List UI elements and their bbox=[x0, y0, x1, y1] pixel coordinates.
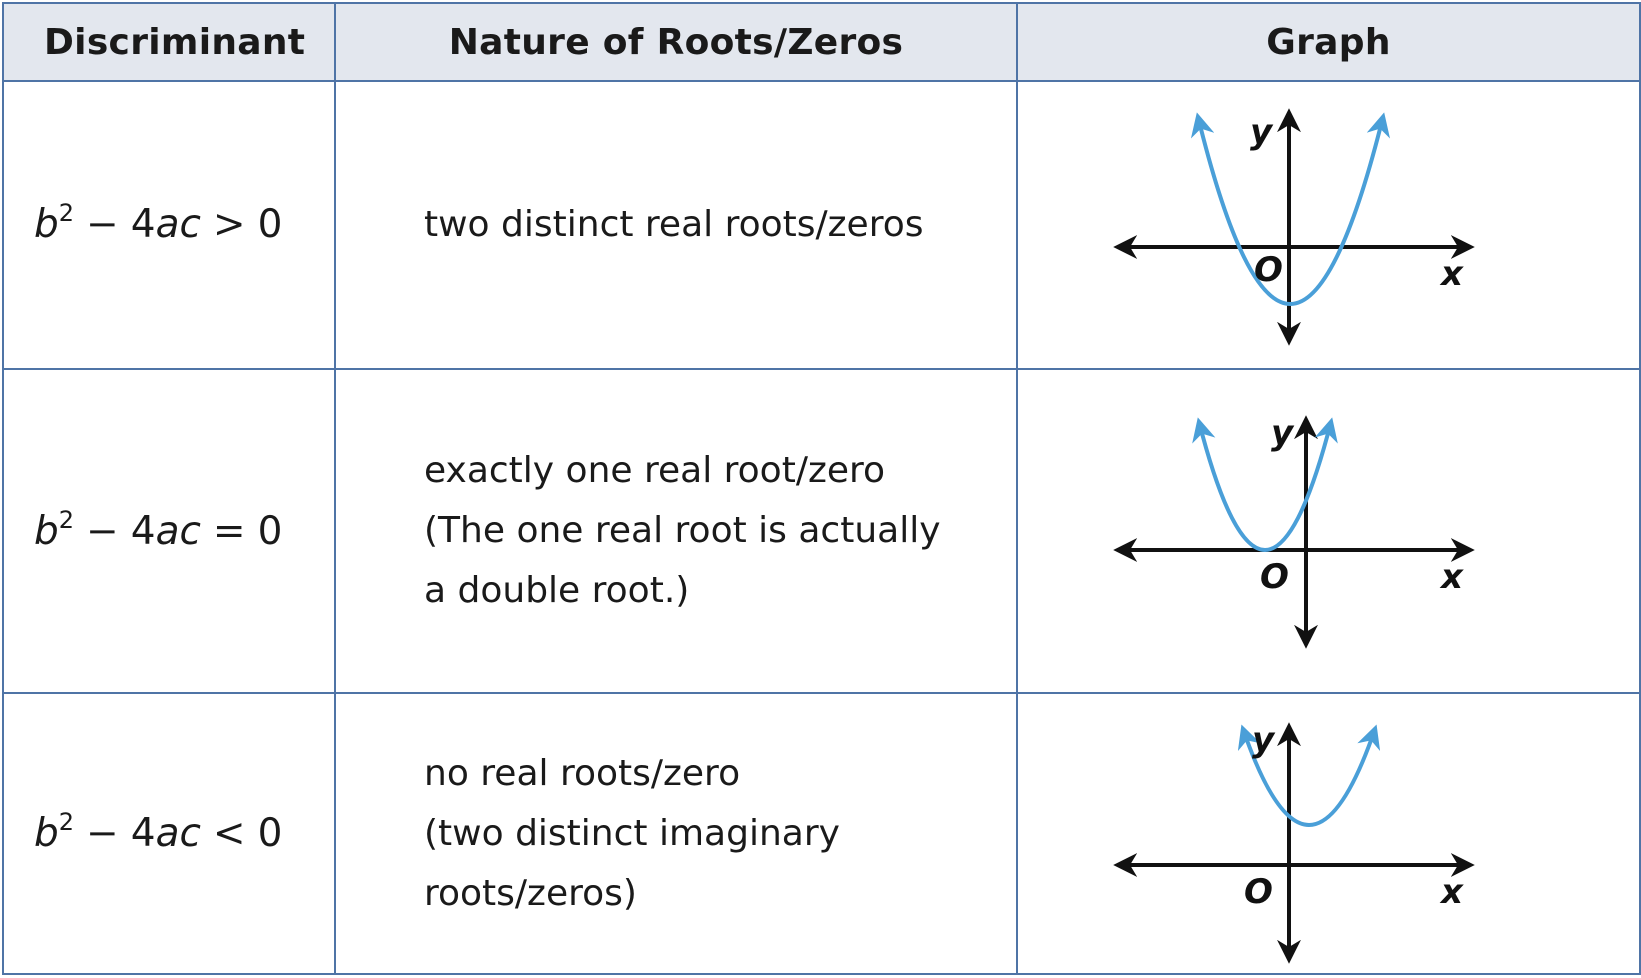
header-discriminant: Discriminant bbox=[2, 2, 336, 82]
origin-label: O bbox=[1254, 250, 1283, 290]
parabola-graph-two-roots: y O x bbox=[1113, 108, 1475, 346]
x-axis-label: x bbox=[1439, 254, 1464, 294]
parabola bbox=[1192, 416, 1338, 552]
table-row: b2−4ac = 0 exactly one real root/zero (The… bbox=[2, 367, 1641, 695]
nature-description: exactly one real root/zero (The one real… bbox=[334, 367, 1018, 695]
y-axis-label: y bbox=[1250, 112, 1274, 152]
graph-cell: y O x bbox=[1016, 692, 1641, 975]
origin-label: O bbox=[1260, 557, 1289, 597]
x-axis-label: x bbox=[1439, 872, 1464, 912]
parabola-graph-no-roots: y O x bbox=[1113, 720, 1475, 964]
x-axis-label: x bbox=[1439, 557, 1464, 597]
header-graph: Graph bbox=[1016, 2, 1641, 82]
graph-cell: y O x bbox=[1016, 367, 1641, 695]
nature-description: no real roots/zero (two distinct imagina… bbox=[334, 692, 1018, 975]
discriminant-expression: b2−4ac <0 bbox=[2, 692, 336, 975]
discriminant-expression: b2−4ac = 0 bbox=[2, 367, 336, 695]
y-axis-label: y bbox=[1252, 720, 1276, 760]
graph-cell: y O x bbox=[1016, 80, 1641, 370]
table-row: b2−4ac <0 no real roots/zero (two distinc… bbox=[2, 692, 1641, 975]
nature-description: two distinct real roots/zeros bbox=[334, 80, 1018, 370]
parabola bbox=[1237, 724, 1381, 828]
header-nature: Nature of Roots/Zeros bbox=[334, 2, 1018, 82]
header-row: Discriminant Nature of Roots/Zeros Graph bbox=[2, 2, 1641, 82]
table-row: b2−4ac >0 two distinct real roots/zeros bbox=[2, 80, 1641, 370]
discriminant-expression: b2−4ac >0 bbox=[2, 80, 336, 370]
y-axis-label: y bbox=[1271, 413, 1295, 453]
parabola-graph-one-root: y O x bbox=[1113, 413, 1475, 649]
origin-label: O bbox=[1244, 872, 1273, 912]
parabola bbox=[1190, 112, 1391, 306]
